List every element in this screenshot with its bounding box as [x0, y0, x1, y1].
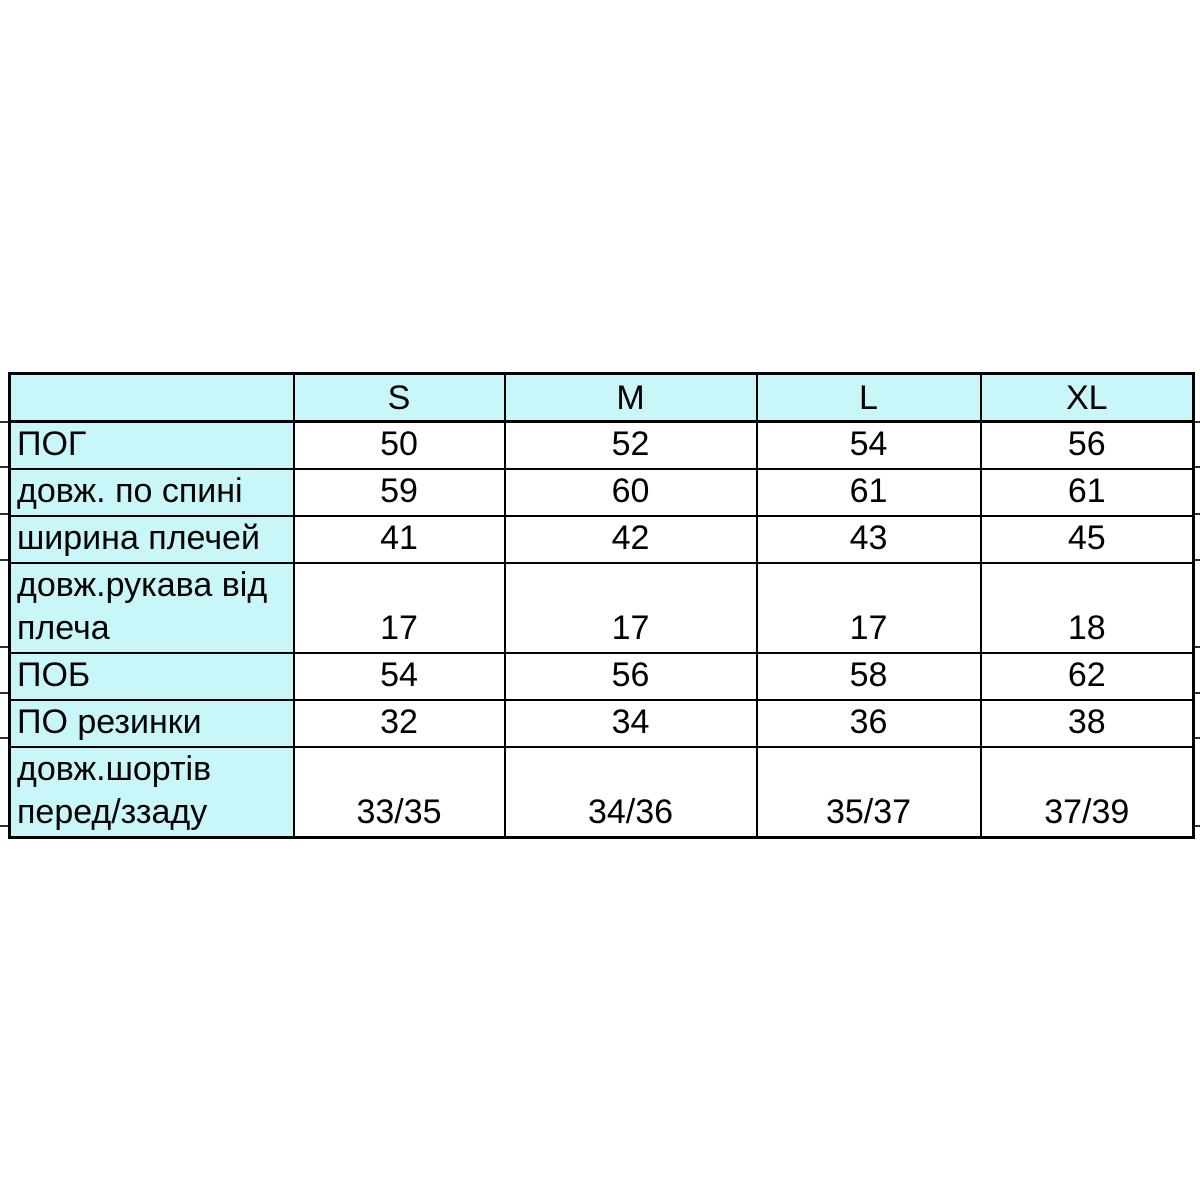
cell-value: 58	[755, 652, 982, 701]
cell-value: 17	[292, 562, 506, 654]
row-label: ширина плечей	[8, 515, 295, 564]
cell-value: 18	[979, 562, 1195, 654]
column-header-l: L	[755, 372, 982, 423]
cell-value: 54	[755, 420, 982, 470]
table-row-elastic: ПО резинки 32 34 36 38	[8, 699, 1195, 748]
cell-value: 61	[755, 468, 982, 517]
cell-value: 43	[755, 515, 982, 564]
table-row-shorts-length: довж.шортів перед/ззаду 33/35 34/36 35/3…	[8, 746, 1195, 839]
cell-value: 60	[503, 468, 758, 517]
column-header-xl: XL	[979, 372, 1195, 423]
size-chart-table: S M L XL ПОГ 50 52 54 56 довж. по спині …	[8, 372, 1195, 839]
row-label: ПОГ	[8, 420, 295, 470]
row-label: ПОБ	[8, 652, 295, 701]
column-header-m: M	[503, 372, 758, 423]
cell-value: 34	[503, 699, 758, 748]
cell-value: 32	[292, 699, 506, 748]
table-row-pob: ПОБ 54 56 58 62	[8, 652, 1195, 701]
row-label: довж. по спині	[8, 468, 295, 517]
cell-value: 35/37	[755, 746, 982, 839]
table-row-sleeve-length: довж.рукава від плеча 17 17 17 18	[8, 562, 1195, 654]
cell-value: 50	[292, 420, 506, 470]
cell-value: 37/39	[979, 746, 1195, 839]
cell-value: 42	[503, 515, 758, 564]
cell-value: 62	[979, 652, 1195, 701]
row-label: ПО резинки	[8, 699, 295, 748]
cell-value: 34/36	[503, 746, 758, 839]
table-row-pog: ПОГ 50 52 54 56	[8, 420, 1195, 470]
cell-value: 33/35	[292, 746, 506, 839]
cell-value: 54	[292, 652, 506, 701]
cell-value: 56	[503, 652, 758, 701]
cell-value: 36	[755, 699, 982, 748]
cell-value: 38	[979, 699, 1195, 748]
cell-value: 45	[979, 515, 1195, 564]
cell-value: 17	[503, 562, 758, 654]
cell-value: 52	[503, 420, 758, 470]
column-header-s: S	[292, 372, 506, 423]
cell-value: 61	[979, 468, 1195, 517]
cell-value: 59	[292, 468, 506, 517]
cell-value: 56	[979, 420, 1195, 470]
row-label: довж.рукава від плеча	[8, 562, 295, 654]
header-row: S M L XL	[8, 372, 1195, 423]
cell-value: 17	[755, 562, 982, 654]
corner-cell	[8, 372, 295, 423]
table-row-back-length: довж. по спині 59 60 61 61	[8, 468, 1195, 517]
table-row-shoulder-width: ширина плечей 41 42 43 45	[8, 515, 1195, 564]
cell-value: 41	[292, 515, 506, 564]
row-label: довж.шортів перед/ззаду	[8, 746, 295, 839]
